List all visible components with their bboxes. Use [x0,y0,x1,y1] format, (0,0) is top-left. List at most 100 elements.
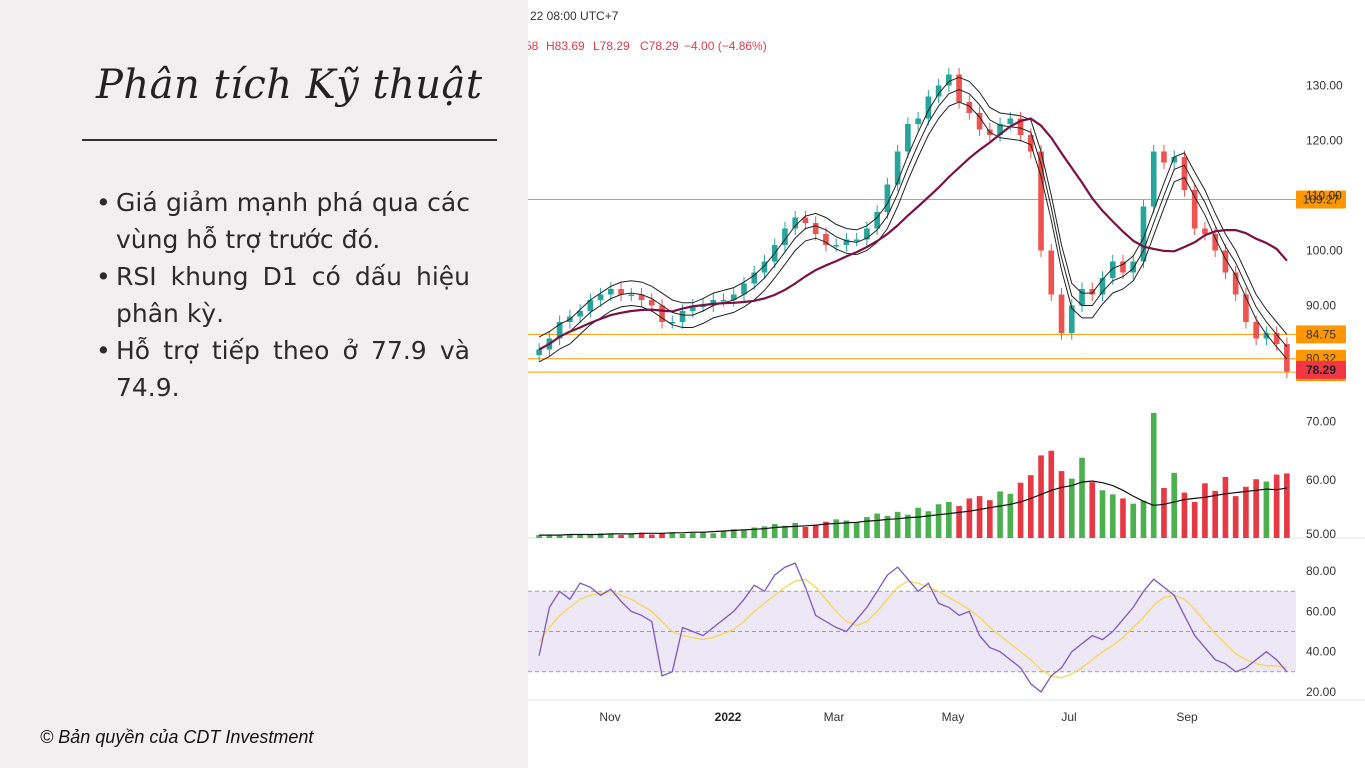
volume-bar [546,534,553,538]
candle [689,305,696,311]
time-axis-label: Nov [599,710,620,724]
candle [1130,261,1137,273]
volume-bar [1161,487,1167,538]
volume-bar [587,534,594,538]
volume-bar [679,533,686,538]
slide-title: Phân tích Kỹ thuật [96,62,483,108]
volume-bar [608,534,614,538]
volume-tick-label: 60.00 [1306,473,1336,487]
volume-bar [741,530,747,538]
ma-ribbon-line [538,101,1288,363]
rsi-group [528,562,1296,693]
volume-bar [1263,481,1270,538]
volume-ma-line [539,480,1287,536]
candle [823,234,829,245]
volume-bar [618,535,624,538]
candle [700,305,706,307]
volume-bar [1007,493,1014,538]
volume-bar [1191,501,1198,538]
bullet-dot: • [96,336,111,365]
level-label: 84.75 [1306,327,1336,341]
volume-bar [823,521,829,538]
volume-bar [894,511,901,538]
volume-bar [751,527,758,538]
volume-bar [689,532,696,538]
volume-bar [577,533,583,538]
candle [1120,261,1126,273]
volume-bar [659,533,665,538]
volume-bar [556,535,563,538]
candle [1232,272,1239,295]
last-price-label: 78.29 [1306,363,1336,377]
price-tick-label: 130.00 [1306,79,1343,93]
copyright-notice: © Bản quyền của CDT Investment [40,727,314,747]
candle [894,151,901,185]
candle [628,294,635,296]
candle [1284,344,1290,372]
volume-bar [1058,471,1065,538]
level-label: 109.27 [1303,193,1340,207]
bullet-item: • Hỗ trợ tiếp theo ở 77.9 và 74.9. [96,332,470,406]
bullet-text: Hỗ trợ tiếp theo ở 77.9 và 74.9. [116,336,470,402]
volume-bar [1048,450,1055,538]
candle [659,305,665,322]
candle [905,124,911,152]
volume-bar [1181,492,1188,538]
candle [956,74,962,102]
candle [741,283,747,295]
candle [1017,118,1024,135]
candle [1263,333,1270,339]
volume-bar [864,517,870,538]
candle [1191,190,1198,229]
bullet-list: • Giá giảm mạnh phá qua các vùng hỗ trợ t… [96,184,470,406]
volume-bar [1099,490,1106,538]
candle [618,289,624,295]
candle [556,322,563,339]
price-tick-label: 100.00 [1306,244,1343,258]
volume-bar [843,520,850,538]
volume-bar [1284,473,1290,538]
bullet-item: • RSI khung D1 có dấu hiệu phân kỳ. [96,258,470,332]
candle [946,74,952,86]
candle [638,294,645,300]
candle [925,96,932,119]
volume-bar [1089,482,1096,538]
candle [1171,157,1178,163]
volume-bar [802,526,809,538]
header-open-fragment: 58 [528,39,539,53]
level-label-box [1296,190,1346,209]
price-tick-label: 90.00 [1306,299,1336,313]
volume-bar [771,524,778,538]
time-axis-label: Jul [1061,710,1076,724]
rsi-tick-label: 60.00 [1306,604,1336,618]
candle [1079,289,1085,306]
volume-bar [997,491,1003,538]
time-axis-label: Mar [824,710,845,724]
volume-bar [648,534,655,538]
volume-bar [761,526,768,538]
candle [577,311,583,317]
candle [597,294,604,300]
rsi-ma-line [538,578,1288,679]
volume-bar [730,529,737,538]
candle [1150,151,1157,207]
time-axis-label: May [942,710,965,724]
rsi-tick-label: 20.00 [1306,685,1336,699]
header-date: 22 08:00 UTC+7 [530,9,619,23]
candle [1181,157,1188,190]
volume-bar [884,515,891,538]
candle [1243,294,1249,322]
candle [802,217,809,223]
title-divider [82,139,497,141]
volume-bar [874,513,880,538]
last-price-box [1296,360,1346,379]
volume-bar [1212,490,1218,538]
volume-bar [1243,486,1249,538]
candle [874,212,880,229]
header-close: C78.29 [640,39,679,53]
volume-bar [628,533,635,538]
candle [812,223,819,234]
bullet-item: • Giá giảm mạnh phá qua các vùng hỗ trợ t… [96,184,470,258]
volume-bar [1027,475,1034,538]
candle [843,239,850,245]
